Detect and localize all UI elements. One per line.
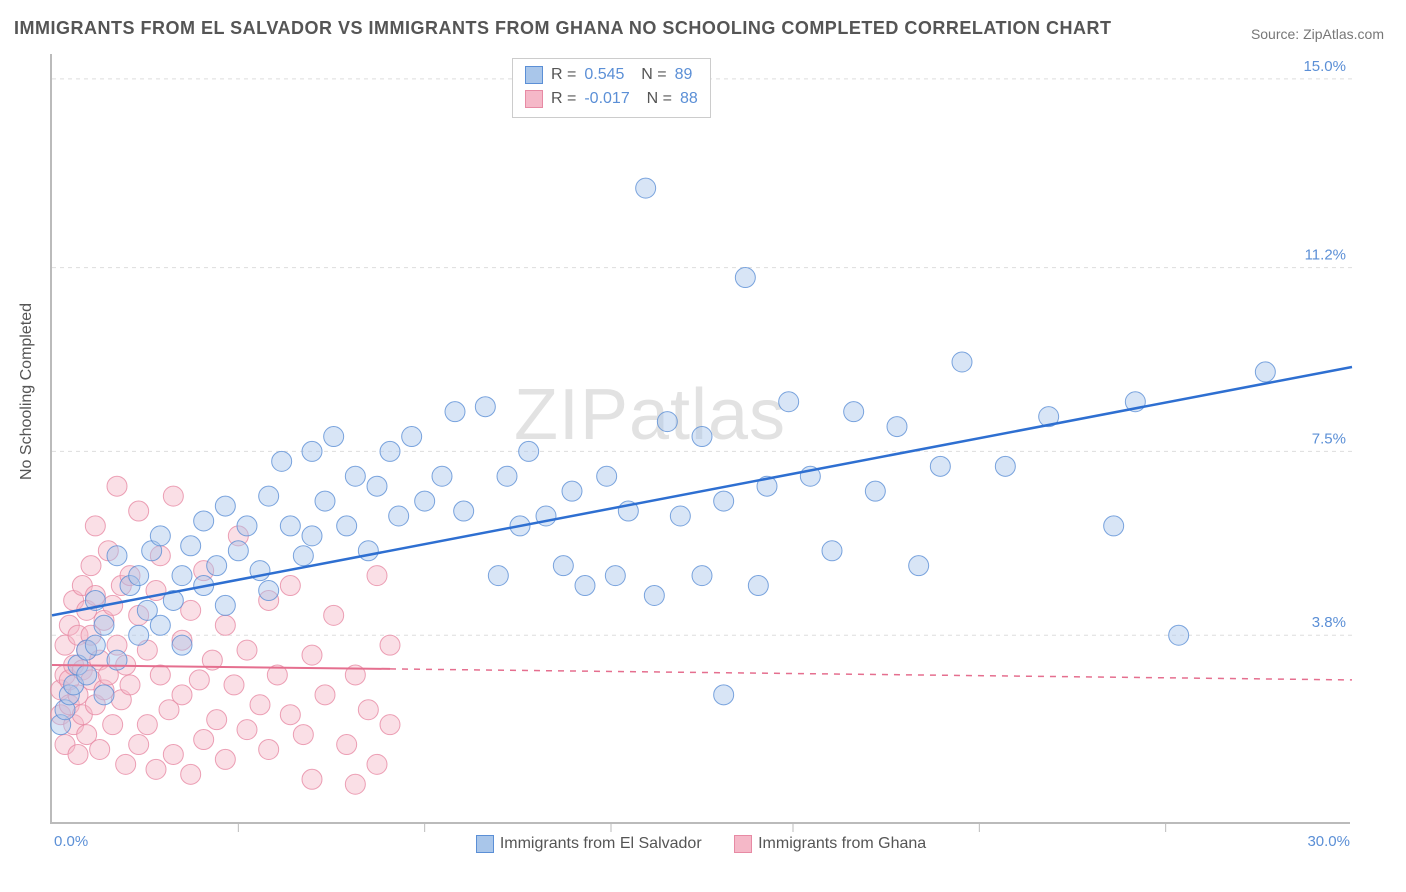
stat-R-label: R = (551, 66, 576, 84)
legend-swatch-el-salvador (476, 835, 494, 853)
stat-N-label: N = (632, 66, 666, 84)
stats-row-ghana: R = -0.017 N = 88 (525, 87, 698, 111)
legend-label-el-salvador: Immigrants from El Salvador (500, 835, 702, 853)
y-axis-label: No Schooling Completed (18, 303, 36, 480)
svg-text:ZIPatlas: ZIPatlas (514, 375, 786, 455)
svg-text:11.2%: 11.2% (1305, 247, 1346, 264)
stat-N-ghana: 88 (680, 90, 698, 108)
chart-title: IMMIGRANTS FROM EL SALVADOR VS IMMIGRANT… (14, 18, 1111, 39)
svg-text:15.0%: 15.0% (1303, 58, 1346, 75)
legend-label-ghana: Immigrants from Ghana (758, 835, 926, 853)
plot-area: 3.8%7.5%11.2%15.0%0.0%30.0%ZIPatlas R = … (50, 54, 1350, 824)
legend-item-el-salvador: Immigrants from El Salvador (476, 835, 702, 853)
stat-R-el-salvador: 0.545 (584, 66, 624, 84)
svg-text:7.5%: 7.5% (1312, 430, 1346, 447)
legend-swatch-ghana (734, 835, 752, 853)
stat-R-label: R = (551, 90, 576, 108)
swatch-ghana (525, 90, 543, 108)
stats-legend-box: R = 0.545 N = 89 R = -0.017 N = 88 (512, 58, 711, 118)
stats-row-el-salvador: R = 0.545 N = 89 (525, 63, 698, 87)
stat-N-label: N = (638, 90, 672, 108)
legend-item-ghana: Immigrants from Ghana (734, 835, 926, 853)
chart-svg: 3.8%7.5%11.2%15.0%0.0%30.0%ZIPatlas (52, 54, 1350, 822)
svg-text:3.8%: 3.8% (1312, 614, 1346, 631)
chart-source: Source: ZipAtlas.com (1251, 26, 1384, 42)
swatch-el-salvador (525, 66, 543, 84)
stat-R-ghana: -0.017 (584, 90, 629, 108)
bottom-legend: Immigrants from El Salvador Immigrants f… (52, 835, 1350, 858)
stat-N-el-salvador: 89 (675, 66, 693, 84)
